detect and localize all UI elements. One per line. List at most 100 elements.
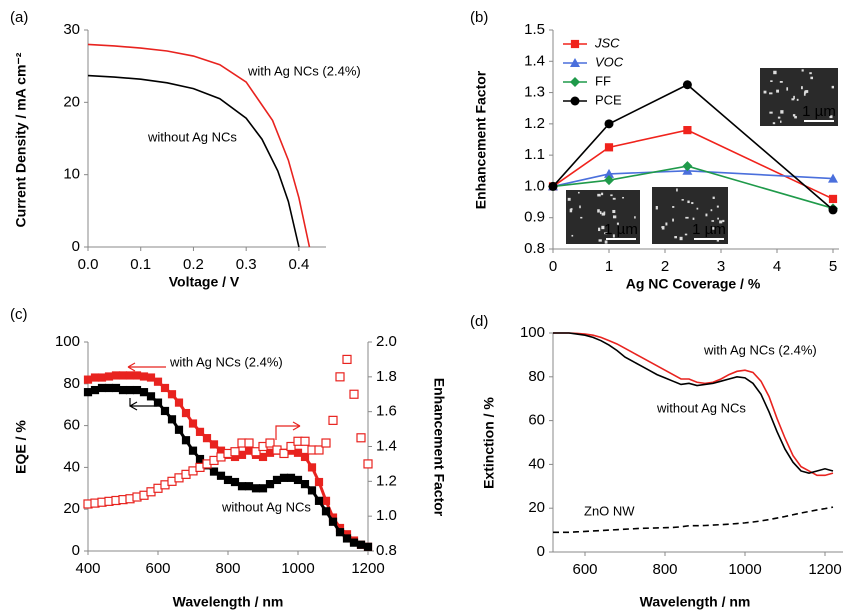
marker (363, 459, 373, 469)
marker (146, 392, 156, 401)
panel: (a) Voltage / V Current Density / mA cm⁻² 0… (10, 9, 361, 290)
panel-label: (a) (10, 9, 28, 26)
marker (314, 445, 324, 455)
marker (251, 447, 261, 457)
particle (610, 194, 613, 197)
panel-label: (b) (470, 9, 488, 26)
marker (244, 482, 254, 491)
marker (548, 181, 558, 191)
marker (181, 436, 191, 445)
scale-label: 1 µm (692, 221, 726, 238)
particle (601, 192, 604, 196)
inset-image (760, 68, 838, 126)
marker (139, 372, 149, 381)
marker (300, 480, 310, 489)
x-tick-label: 0.4 (288, 256, 309, 273)
particle (622, 196, 624, 199)
x-tick-label: 1000 (728, 561, 761, 578)
marker (314, 477, 324, 487)
y2-tick-label: 1.6 (376, 403, 397, 420)
marker (209, 467, 219, 476)
marker (570, 77, 580, 87)
marker (118, 385, 128, 395)
series-line (553, 332, 834, 474)
marker (342, 354, 352, 365)
particle (796, 98, 799, 101)
marker (181, 408, 191, 418)
marker (167, 415, 177, 424)
particle (722, 219, 725, 223)
x-tick-label: 400 (75, 560, 100, 577)
y-tick-label: 100 (520, 324, 545, 341)
y-axis-label: Extinction / % (481, 397, 497, 489)
marker (125, 385, 135, 395)
marker (104, 383, 114, 393)
x-tick-label: 0.2 (183, 256, 204, 273)
marker (132, 371, 142, 380)
marker (349, 538, 359, 547)
annotation: with Ag NCs (2.4%) (169, 354, 283, 369)
y-tick-label: 60 (63, 417, 80, 434)
marker (265, 438, 275, 448)
y-tick-label: 60 (528, 412, 545, 429)
marker (125, 371, 135, 380)
marker (293, 475, 303, 485)
y-tick-label: 1.4 (524, 52, 545, 69)
y-tick-label: 1.1 (524, 146, 545, 163)
marker (356, 540, 366, 549)
y-tick-label: 0.8 (524, 240, 545, 257)
particle (601, 212, 605, 216)
marker (216, 471, 226, 480)
particle (674, 236, 677, 239)
particle (604, 240, 608, 244)
marker (118, 371, 128, 380)
marker (321, 496, 331, 505)
particle (601, 225, 605, 230)
marker (230, 477, 240, 487)
particle (793, 95, 795, 100)
marker (167, 390, 177, 399)
particle (769, 92, 773, 95)
y-axis-label: EQE / % (13, 420, 29, 474)
marker (90, 373, 100, 382)
y-tick-label: 0 (72, 542, 80, 559)
particle (780, 110, 784, 114)
marker (604, 168, 614, 178)
marker (97, 373, 107, 382)
particle (577, 191, 580, 194)
marker (300, 452, 310, 462)
particle (792, 114, 796, 117)
inset-image (566, 190, 640, 244)
y-axis-label: Current Density / mA cm⁻² (13, 52, 29, 227)
annotation: with Ag NCs (2.4%) (703, 342, 817, 357)
particle (569, 208, 573, 213)
particle (579, 205, 581, 209)
particle (801, 86, 803, 90)
particle (791, 98, 795, 101)
particle (710, 209, 713, 212)
marker (258, 484, 268, 493)
series-line (553, 506, 834, 534)
particle (655, 205, 658, 210)
particle (665, 222, 668, 226)
particle (597, 209, 600, 213)
marker (604, 143, 614, 152)
marker (209, 440, 219, 449)
y2-tick-label: 1.4 (376, 437, 397, 454)
marker (160, 383, 170, 393)
series-line (87, 74, 300, 248)
marker (683, 126, 692, 135)
particle (696, 207, 699, 210)
marker (251, 484, 261, 493)
particle (571, 234, 574, 237)
particle (676, 188, 678, 192)
x-axis-label: Wavelength / nm (173, 594, 284, 610)
particle (801, 69, 804, 72)
particle (773, 70, 777, 75)
marker (300, 436, 310, 446)
marker (321, 507, 331, 516)
x-axis-label: Wavelength / nm (640, 594, 751, 610)
marker (188, 446, 198, 455)
inset-image (652, 187, 728, 244)
